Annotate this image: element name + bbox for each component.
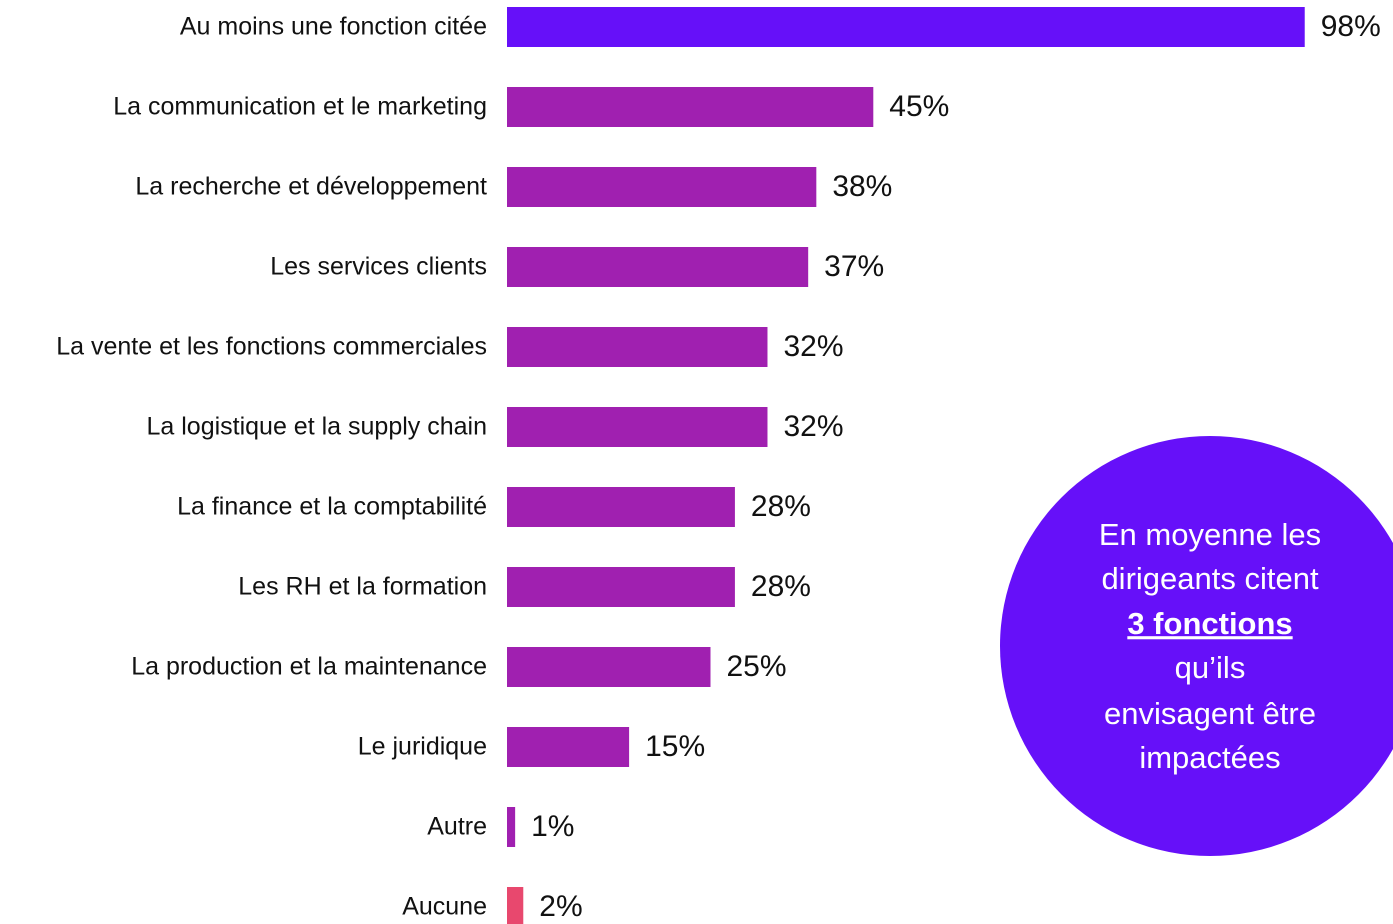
bar: [507, 807, 516, 847]
bar: [507, 727, 630, 767]
category-label: Au moins une fonction citée: [180, 13, 487, 41]
category-label: La vente et les fonctions commerciales: [56, 333, 487, 361]
bar: [507, 647, 711, 687]
value-label: 28%: [751, 490, 811, 523]
value-label: 98%: [1321, 10, 1381, 43]
annotation-emphasis: 3 fonctions: [1127, 606, 1292, 641]
category-label: Autre: [427, 813, 487, 841]
value-label: 1%: [531, 810, 574, 843]
bar: [507, 327, 768, 367]
bar: [507, 247, 809, 287]
bar: [507, 887, 524, 924]
bar: [507, 567, 735, 607]
category-label: Aucune: [402, 893, 487, 921]
bar: [507, 167, 817, 207]
value-label: 32%: [783, 410, 843, 443]
category-label: La finance et la comptabilité: [177, 493, 487, 521]
value-label: 45%: [889, 90, 949, 123]
annotation-line: impactées: [1139, 740, 1280, 775]
category-label: La production et la maintenance: [131, 653, 487, 681]
annotation-circle: [1000, 436, 1393, 856]
bar: [507, 87, 874, 127]
value-label: 32%: [783, 330, 843, 363]
annotation-line: envisagent être: [1104, 696, 1316, 731]
value-label: 15%: [645, 730, 705, 763]
value-label: 28%: [751, 570, 811, 603]
category-label: Les services clients: [270, 253, 487, 281]
bar: [507, 7, 1305, 47]
category-label: La communication et le marketing: [113, 93, 487, 121]
value-label: 25%: [727, 650, 787, 683]
category-label: La recherche et développement: [135, 173, 487, 201]
value-label: 37%: [824, 250, 884, 283]
bar: [507, 487, 735, 527]
value-label: 38%: [832, 170, 892, 203]
category-label: Les RH et la formation: [238, 573, 487, 601]
category-label: Le juridique: [358, 733, 487, 761]
bars: Au moins une fonction citée 98% La communi…: [56, 7, 1381, 924]
value-label: 2%: [539, 890, 582, 923]
bar: [507, 407, 768, 447]
annotation-line: dirigeants citent: [1101, 561, 1319, 596]
annotation-line: En moyenne les: [1099, 517, 1321, 552]
annotation-line: qu’ils: [1175, 650, 1246, 685]
category-label: La logistique et la supply chain: [146, 413, 487, 441]
